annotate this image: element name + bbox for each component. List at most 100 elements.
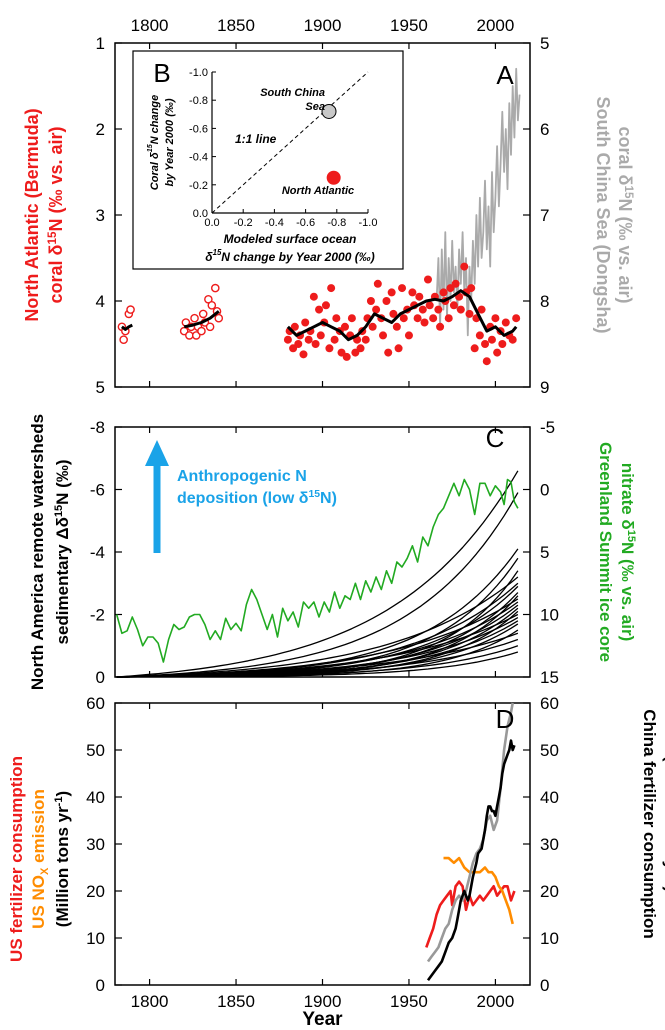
bermuda-coral-point [304,335,313,344]
annotation-line-1: Anthropogenic N [177,468,307,485]
panel-c-right-tick: 10 [540,606,559,625]
bermuda-coral-point [389,309,398,318]
bermuda-coral-point [368,322,377,331]
bermuda-coral-point [429,314,438,323]
panel-b-label: B [153,58,170,88]
panel-a-right-tick: 5 [540,34,549,53]
panel-d-frame [114,702,531,986]
panel-d-left-tick: 10 [86,929,105,948]
panel-b-x-tick: -0.8 [327,217,346,229]
panel-d-right-tick: 60 [540,694,559,713]
bermuda-coral-open-point [185,331,194,340]
panel-d-right-label-black-1: China fertilizer consumption [640,709,659,939]
panel-b-point [321,103,337,119]
bermuda-coral-point [283,335,292,344]
panel-c-frame [114,426,531,678]
panel-b-y-tick: 0.0 [193,208,208,220]
panel-a-left-tick: 1 [96,34,105,53]
panel-c-left-tick: -6 [90,481,105,500]
bermuda-coral-open-point [205,322,215,332]
bermuda-coral-point [382,297,391,305]
panel-c-left-tick: -2 [90,606,105,625]
panel-d-left-tick: 50 [86,741,105,760]
bermuda-coral-point [498,340,507,348]
panel-d-left-tick: 20 [86,882,105,901]
bermuda-coral-point [482,357,491,366]
bermuda-coral-point [399,314,408,323]
bermuda-coral-point [330,335,339,344]
panel-c-right-tick: -5 [540,418,555,437]
panel-d-right-tick: 40 [540,788,559,807]
panel-b-y-tick: -0.6 [189,123,208,135]
bermuda-coral-point [384,348,393,357]
panel-a-left-tick: 5 [96,378,105,397]
panel-d-label: D [496,704,515,734]
panel-a-top-x-tick: 1900 [304,16,342,35]
panel-a-left-tick: 4 [96,292,105,311]
panel-c-left-tick: -4 [90,543,105,562]
bermuda-coral-point [418,305,427,314]
bermuda-coral-point [415,292,424,301]
bermuda-coral-open-point [207,300,217,310]
panel-d-series-2 [426,702,514,963]
sediment-curve [116,492,519,678]
bermuda-coral-point [481,340,490,348]
panel-a-top-x-tick: 1800 [131,16,169,35]
panel-b-y-label: Coral δ15N change [146,95,161,190]
panel-d-left-tick: 60 [86,694,105,713]
bermuda-coral-point [342,352,351,361]
bermuda-coral-point [347,314,356,323]
bermuda-coral-point [508,335,517,344]
one-to-one-label: 1:1 line [235,132,277,146]
panel-d-right-tick: 30 [540,835,559,854]
sediment-curve [116,470,519,678]
bermuda-coral-open-point [214,313,224,323]
panel-d-right-tick: 20 [540,882,559,901]
panel-d-left-label-red: US fertilizer consumption [7,756,26,962]
panel-b-x-tick: -1.0 [359,217,378,229]
one-to-one-line [211,71,369,214]
panel-a-label: A [496,60,514,90]
bermuda-coral-point [425,301,434,310]
panel-d-x-tick: 2000 [477,992,515,1011]
panel-d-x-tick: 1850 [217,992,255,1011]
panel-d-left-tick: 40 [86,788,105,807]
bermuda-coral-open-point [198,309,208,319]
panel-c-label: C [486,423,505,453]
panel-b-y-tick: -0.4 [189,152,208,164]
panel-c-right-tick: 15 [540,668,559,687]
arrow-head-icon [145,440,169,466]
bermuda-coral-point [434,305,443,314]
bermuda-coral-point [408,288,417,297]
panel-d-x-tick: 1950 [390,992,428,1011]
bermuda-coral-point [290,322,299,331]
bermuda-coral-point [467,284,476,293]
bermuda-coral-point [315,305,324,314]
bermuda-coral-point [356,344,365,353]
bermuda-coral-point [436,322,445,331]
panel-b-x-label-2: δ15N change by Year 2000 (‰) [205,248,374,264]
panel-d-right-tick: 50 [540,741,559,760]
bermuda-coral-point [420,318,429,327]
bermuda-coral-point [491,314,500,323]
panel-b-point [326,170,341,185]
bermuda-coral-point [501,318,510,327]
bermuda-coral-open-point [190,313,199,323]
bermuda-coral-point [321,301,330,310]
panel-a: 1800 1850 1900 1950 2000 1 2 3 4 5 5 6 7 8 9 A North Atl… [22,16,635,397]
bermuda-coral-point [301,318,310,327]
panel-a-right-tick: 9 [540,378,549,397]
bermuda-coral-point [439,288,448,297]
panel-a-right-tick: 6 [540,120,549,139]
sediment-curve [116,576,519,678]
bermuda-coral-point [373,279,382,288]
panel-b-y-label-2: by Year 2000 (‰) [164,98,176,186]
panel-a-left-axis-label-2: coral δ15N (‰ vs. air) [46,126,66,303]
north-atlantic-label: North Atlantic [282,185,354,197]
panel-b-inset: 0.0 -0.2 -0.4 -0.6 -0.8 -1.0 0.0 -0.2 -0.4 -0.6 -0… [132,50,404,270]
panel-b-x-tick: -0.6 [296,217,315,229]
panel-a-left-axis-label: North Atlantic (Bermuda) [22,108,42,321]
panel-d-x-tick: 1900 [304,992,342,1011]
panel-c-right-tick: 0 [540,481,549,500]
panel-d-right-label-black-2: (Million tons yr-1) [662,756,665,892]
